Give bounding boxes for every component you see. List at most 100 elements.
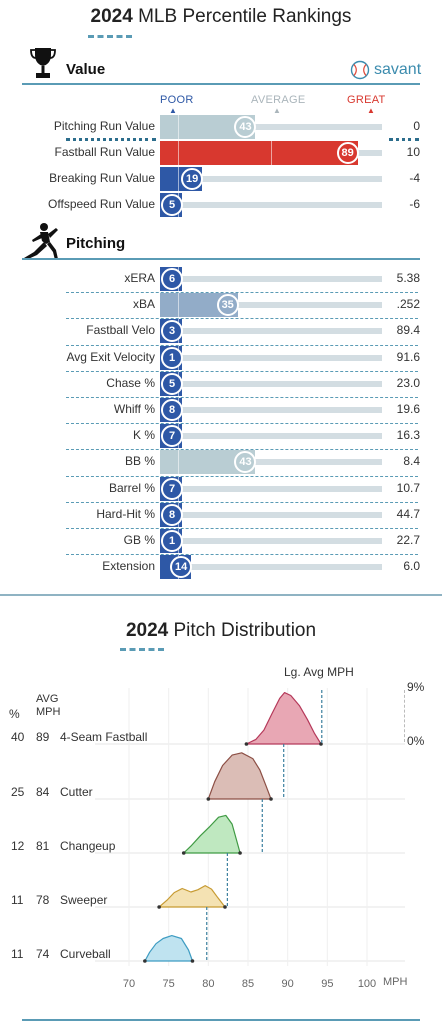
x-tick-label: 85 — [242, 978, 254, 990]
metric-label: BB % — [124, 454, 155, 469]
trophy-icon — [30, 48, 56, 78]
percentile-track — [160, 485, 382, 492]
x-tick-label: 75 — [163, 978, 175, 990]
percentile-badge: 19 — [181, 168, 204, 190]
scale-average-label: AVERAGE — [251, 94, 306, 106]
metric-value: 8.4 — [403, 454, 420, 469]
metric-label: Fastball Velo — [86, 323, 155, 338]
y-scale-min: 0% — [407, 734, 425, 748]
percentile-row[interactable]: Whiff % 8 19.6 — [0, 398, 442, 422]
percentile-badge: 6 — [161, 268, 183, 290]
percentile-row[interactable]: Fastball Velo 3 89.4 — [0, 319, 442, 344]
percentile-track — [160, 459, 382, 466]
pitching-section-header: Pitching — [0, 223, 442, 260]
metric-label: xBA — [132, 297, 155, 312]
percentile-row[interactable]: Offspeed Run Value 5 -6 — [0, 193, 442, 217]
x-tick-label: 80 — [202, 978, 214, 990]
percentile-row[interactable]: Pitching Run Value 43 0 — [0, 115, 442, 139]
highlight-dots-left — [66, 138, 156, 141]
avg-column-header-2: MPH — [36, 706, 61, 718]
metric-label: Avg Exit Velocity — [66, 349, 156, 364]
pitch-distribution-title: 2024 Pitch Distribution — [0, 620, 442, 642]
pitch-name: Sweeper — [60, 893, 108, 907]
percentile-row[interactable]: K % 7 16.3 — [0, 424, 442, 449]
pitch-usage-pct: 40 — [11, 730, 25, 744]
row-separator — [66, 318, 418, 320]
metric-label: Hard-Hit % — [96, 506, 155, 521]
percentile-row[interactable]: Chase % 5 23.0 — [0, 371, 442, 396]
metric-value: 10 — [406, 145, 420, 159]
percentile-badge: 1 — [161, 346, 183, 369]
dist-title-text: Pitch Distribution — [173, 620, 317, 641]
x-tick-label: 90 — [282, 978, 294, 990]
pitch-distribution-curve[interactable] — [144, 935, 194, 962]
metric-label: Pitching Run Value — [53, 119, 155, 133]
curve-endpoint — [238, 851, 242, 855]
percentile-row[interactable]: Avg Exit Velocity 1 91.6 — [0, 345, 442, 370]
metric-value: -6 — [409, 197, 420, 211]
row-separator — [66, 449, 418, 451]
scale-great-label: GREAT — [347, 94, 386, 106]
row-separator — [66, 292, 418, 294]
page-title: 2024 MLB Percentile Rankings — [0, 6, 442, 28]
row-separator — [66, 475, 418, 477]
metric-value: .252 — [396, 297, 420, 312]
percentile-bar — [160, 141, 358, 165]
percentile-badge: 8 — [161, 399, 183, 421]
row-separator — [66, 554, 418, 556]
percentile-row[interactable]: Extension 14 6.0 — [0, 555, 442, 580]
pitching-section-title: Pitching — [66, 235, 126, 252]
savant-brand[interactable]: savant — [374, 61, 422, 78]
percentile-row[interactable]: xERA 6 5.38 — [0, 267, 442, 291]
pitch-distribution-curve[interactable] — [183, 814, 241, 854]
pitch-name: Curveball — [60, 947, 111, 961]
y-scale-line — [404, 690, 405, 742]
percentile-row[interactable]: GB % 1 22.7 — [0, 529, 442, 553]
percentile-row[interactable]: Hard-Hit % 8 44.7 — [0, 502, 442, 527]
percentile-badge: 5 — [161, 194, 183, 216]
dist-title-underline — [120, 648, 164, 651]
percentile-badge: 35 — [216, 294, 239, 317]
percentile-track — [160, 176, 382, 182]
value-section-header: Value savant — [0, 48, 442, 84]
scale-poor-label: POOR — [160, 94, 194, 106]
baseball-icon — [350, 60, 370, 80]
pitch-usage-pct: 25 — [11, 785, 25, 799]
percentile-row[interactable]: xBA 35 .252 — [0, 293, 442, 318]
y-scale-max: 9% — [407, 680, 425, 694]
pitching-section-rule — [22, 258, 420, 260]
percentile-badge: 43 — [234, 451, 257, 474]
percentile-track — [160, 276, 382, 282]
pitch-avg-mph: 84 — [36, 785, 50, 799]
percentile-badge: 14 — [170, 556, 193, 579]
percentile-row[interactable]: Breaking Run Value 19 -4 — [0, 167, 442, 191]
pct-column-header: % — [9, 707, 20, 721]
percentile-row[interactable]: BB % 43 8.4 — [0, 450, 442, 475]
row-separator — [66, 370, 418, 372]
percentile-row[interactable]: Barrel % 7 10.7 — [0, 476, 442, 501]
metric-value: 16.3 — [396, 428, 420, 443]
row-separator — [66, 501, 418, 503]
percentile-row[interactable]: Fastball Run Value 89 10 — [0, 141, 442, 165]
percentile-badge: 7 — [161, 425, 183, 448]
pitch-distribution-curve[interactable] — [245, 692, 322, 745]
avg-column-header-1: AVG — [36, 693, 59, 705]
pitch-avg-mph: 78 — [36, 893, 50, 907]
curve-endpoint — [206, 797, 211, 801]
x-tick-label: 70 — [123, 978, 135, 990]
metric-value: 0 — [413, 119, 420, 133]
metric-value: 5.38 — [396, 271, 420, 285]
percentile-badge: 8 — [161, 503, 183, 526]
row-separator — [66, 528, 418, 529]
curve-endpoint — [223, 905, 227, 909]
row-separator — [66, 344, 418, 346]
metric-label: Extension — [102, 559, 155, 574]
dist-title-year: 2024 — [125, 620, 169, 641]
curve-endpoint — [319, 742, 323, 746]
pitch-distribution-curve[interactable] — [207, 752, 272, 800]
percentile-badge: 3 — [161, 320, 183, 343]
metric-value: -4 — [409, 171, 420, 185]
highlight-dots-right — [389, 138, 419, 141]
percentile-track — [160, 202, 382, 208]
metric-value: 22.7 — [396, 533, 420, 547]
